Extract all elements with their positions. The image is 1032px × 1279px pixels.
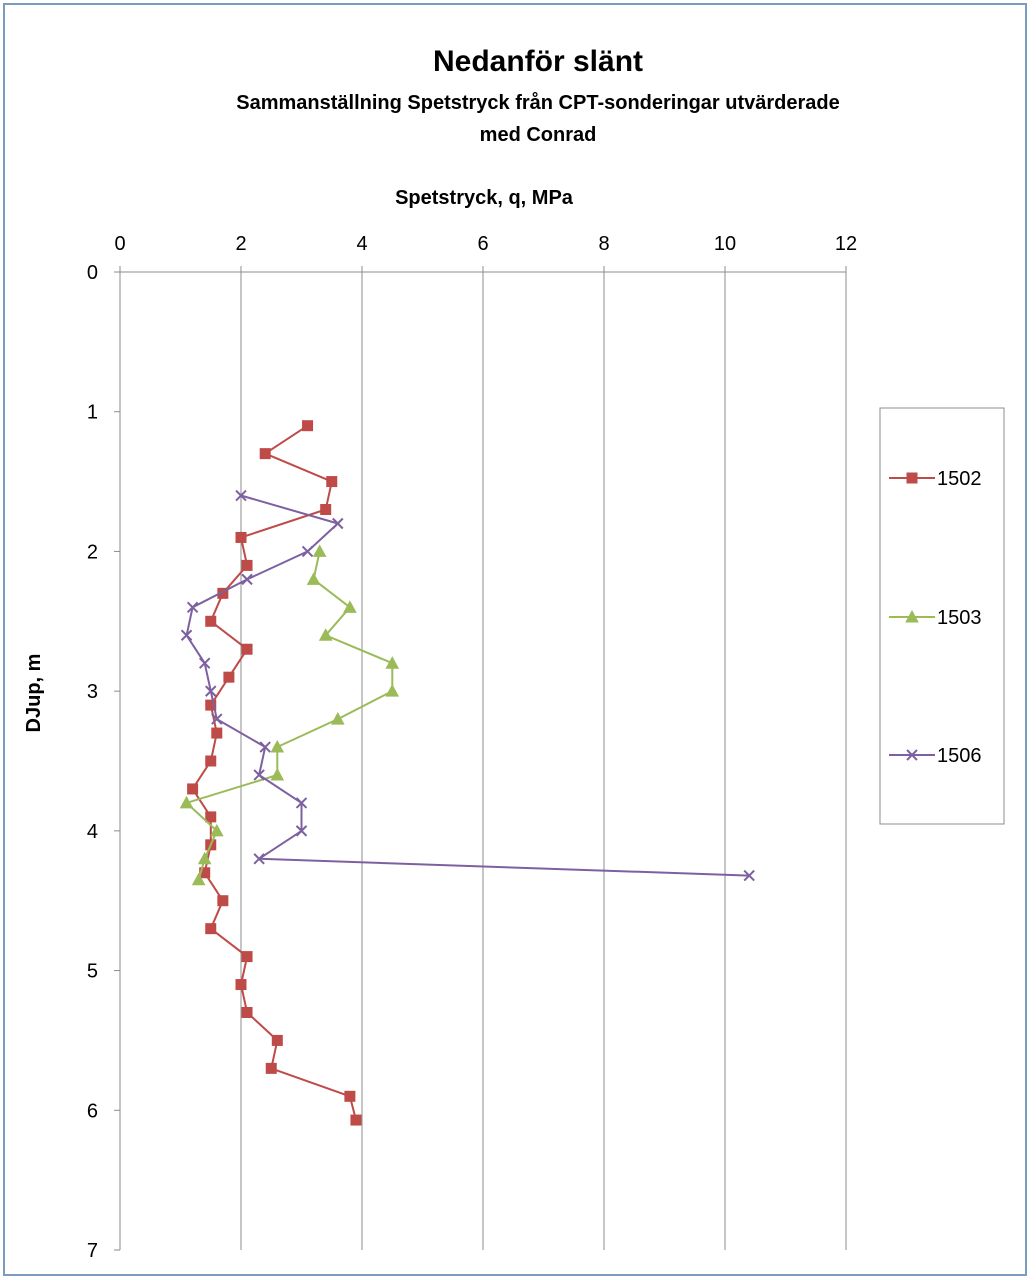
data-point-1503 [343, 600, 357, 613]
x-axis-label: Spetstryck, q, MPa [395, 187, 574, 209]
data-point-1502 [259, 448, 271, 460]
series-layer [179, 420, 755, 1126]
x-tick-label: 4 [356, 233, 367, 255]
y-tick-label: 6 [87, 1100, 98, 1122]
chart-subtitle-line-2: med Conrad [480, 124, 597, 146]
x-tick-label: 10 [714, 233, 736, 255]
data-point-1506 [332, 517, 344, 530]
data-point-1502 [223, 671, 235, 683]
legend-entry-1506: 1506 [889, 745, 982, 767]
y-tick-label: 1 [87, 402, 98, 424]
data-point-1503 [385, 684, 400, 697]
data-point-1502 [302, 420, 314, 432]
y-tick-label: 5 [87, 961, 98, 983]
data-point-1502 [326, 476, 338, 488]
data-point-1503 [191, 872, 206, 886]
chart-title: Nedanför slänt [433, 45, 643, 78]
legend-swatch-marker [905, 609, 919, 623]
data-point-1506 [253, 853, 265, 865]
data-point-1502 [241, 1006, 253, 1018]
legend-swatch-marker [906, 749, 918, 761]
chart-frame [3, 3, 1027, 1276]
series-1503 [179, 544, 400, 886]
data-point-1502 [344, 1090, 356, 1102]
data-point-1506 [205, 685, 217, 697]
data-point-1502 [187, 783, 199, 795]
data-point-1502 [241, 951, 253, 963]
data-point-1506 [198, 657, 211, 669]
y-tick-label: 7 [87, 1240, 98, 1262]
data-point-1506 [180, 629, 193, 641]
data-point-1506 [743, 869, 755, 882]
legend-label: 1502 [937, 468, 982, 490]
data-point-1502 [241, 643, 253, 655]
chart-subtitle-line-1: Sammanställning Spetstryck från CPT-sond… [236, 91, 840, 114]
data-point-1506 [295, 825, 308, 837]
legend-entry-1503: 1503 [889, 607, 982, 629]
data-point-1503 [209, 823, 224, 837]
data-point-1503 [270, 767, 285, 781]
data-point-1502 [205, 755, 217, 767]
data-point-1502 [271, 1034, 283, 1046]
series-line-1506 [185, 494, 750, 877]
data-point-1503 [306, 572, 321, 585]
data-point-1502 [265, 1062, 277, 1074]
data-point-1502 [205, 811, 217, 823]
x-tick-label: 6 [477, 233, 488, 255]
data-point-1502 [235, 531, 247, 543]
data-point-1506 [235, 489, 247, 502]
data-point-1503 [197, 851, 212, 865]
data-point-1506 [241, 573, 253, 586]
legend-label: 1506 [937, 745, 982, 767]
y-tick-label: 3 [87, 681, 98, 703]
data-point-1503 [312, 544, 327, 557]
y-axis-label: DJup, m [23, 654, 45, 733]
data-point-1506 [301, 545, 314, 558]
data-point-1502 [320, 504, 332, 516]
data-point-1502 [235, 979, 247, 991]
data-point-1503 [318, 628, 333, 641]
data-point-1502 [205, 923, 217, 935]
legend-layer: 1502 1503 1506 [889, 468, 982, 767]
data-point-1506 [259, 741, 271, 753]
x-tick-label: 8 [598, 233, 609, 255]
data-point-1506 [186, 601, 199, 614]
y-tick-label: 4 [87, 821, 98, 843]
grid-layer [240, 272, 847, 1250]
data-point-1506 [295, 797, 308, 809]
data-point-1502 [211, 727, 223, 739]
data-point-1503 [330, 712, 345, 725]
x-tick-label: 12 [835, 233, 857, 255]
legend-entry-1502: 1502 [889, 468, 982, 490]
y-tick-label: 0 [87, 262, 98, 284]
data-point-1502 [217, 895, 229, 907]
data-point-1502 [241, 559, 253, 571]
data-point-1502 [205, 699, 217, 711]
data-point-1503 [385, 656, 400, 669]
data-point-1506 [253, 769, 265, 781]
x-tick-label: 2 [235, 233, 246, 255]
data-point-1503 [179, 795, 194, 809]
data-point-1502 [350, 1114, 362, 1126]
data-point-1503 [270, 739, 285, 753]
series-1506 [180, 489, 755, 882]
data-point-1506 [211, 713, 223, 725]
x-tick-label: 0 [114, 233, 125, 255]
y-tick-label: 2 [87, 541, 98, 563]
legend-swatch-marker [906, 472, 918, 484]
data-point-1502 [205, 615, 217, 627]
legend-label: 1503 [937, 607, 982, 629]
